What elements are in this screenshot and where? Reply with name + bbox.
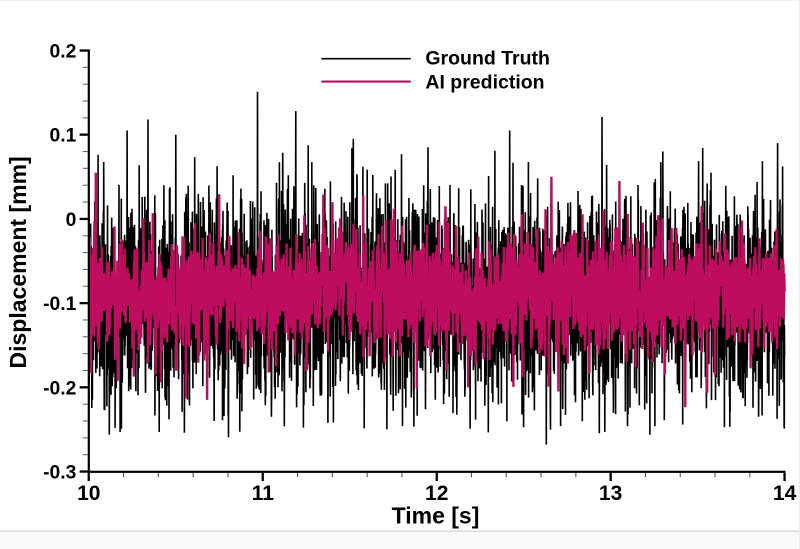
svg-text:12: 12 xyxy=(425,482,448,505)
svg-text:-0.3: -0.3 xyxy=(43,463,77,484)
svg-text:-0.2: -0.2 xyxy=(43,378,76,399)
svg-text:0: 0 xyxy=(66,210,77,231)
svg-text:0.2: 0.2 xyxy=(49,42,76,63)
svg-text:14: 14 xyxy=(773,482,797,505)
svg-text:0.1: 0.1 xyxy=(49,126,76,147)
svg-text:Time [s]: Time [s] xyxy=(392,503,480,529)
svg-text:10: 10 xyxy=(77,482,100,505)
svg-text:AI prediction: AI prediction xyxy=(425,71,544,93)
svg-text:Ground Truth: Ground Truth xyxy=(425,47,550,69)
svg-text:11: 11 xyxy=(252,482,275,505)
svg-text:Displacement [mm]: Displacement [mm] xyxy=(5,156,31,368)
svg-text:13: 13 xyxy=(599,482,622,505)
svg-text:-0.1: -0.1 xyxy=(43,294,77,315)
